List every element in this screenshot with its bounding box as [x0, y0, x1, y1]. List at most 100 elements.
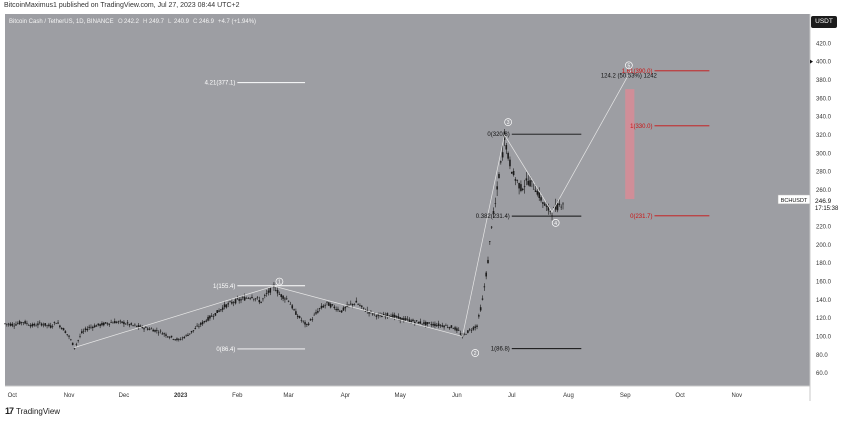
- candle-body: [68, 335, 70, 337]
- ohlc-val: 249.7: [149, 19, 165, 25]
- x-tick-label: Jul: [508, 393, 516, 399]
- y-tick-label: 100.0: [816, 335, 832, 341]
- candle-body: [523, 186, 526, 188]
- candle-body: [9, 323, 12, 326]
- candle-body: [209, 315, 211, 319]
- candle-body: [390, 315, 392, 318]
- candle-body: [42, 324, 45, 326]
- candle-body: [29, 325, 32, 327]
- candle-body: [130, 323, 133, 325]
- candle-body: [145, 326, 147, 328]
- candle-body: [84, 328, 87, 330]
- y-tick-label: 200.0: [816, 243, 832, 249]
- candle-body: [227, 303, 230, 305]
- candle-body: [31, 323, 34, 327]
- candle-body: [243, 297, 246, 301]
- candle-body: [26, 322, 28, 324]
- candle-body: [322, 305, 325, 308]
- candle-body: [472, 327, 475, 330]
- candle-body: [38, 322, 41, 324]
- candle-body: [249, 298, 251, 299]
- candle-body: [366, 309, 369, 311]
- y-tick-label: 160.0: [816, 280, 832, 286]
- candle-body: [18, 321, 21, 325]
- candle-body: [75, 344, 78, 345]
- candle-body: [313, 314, 315, 316]
- candle-body: [285, 298, 288, 300]
- candle-body: [476, 325, 478, 327]
- candle-body: [234, 299, 237, 304]
- candle-body: [326, 301, 328, 303]
- wave-label-circle: [625, 61, 633, 70]
- candle-body: [556, 203, 559, 211]
- candle-body: [485, 272, 487, 277]
- ohlc-val: 246.9: [199, 19, 215, 25]
- candle-body: [364, 310, 367, 312]
- candle-body: [143, 328, 145, 330]
- candle-body: [106, 323, 109, 325]
- candle-body: [375, 315, 378, 317]
- candle-body: [293, 309, 295, 311]
- candle-body: [483, 286, 486, 288]
- candle-body: [518, 183, 520, 189]
- candle-body: [267, 290, 270, 293]
- candle-body: [404, 318, 407, 321]
- fib-level-label: 1(330.0): [630, 124, 652, 130]
- target-zone: [625, 89, 635, 200]
- candle-body: [295, 311, 297, 315]
- candle-body: [300, 319, 303, 321]
- candle-body: [337, 308, 339, 311]
- candle-body: [401, 317, 403, 320]
- y-tick-label: 400.0: [816, 60, 832, 66]
- candle-body: [521, 188, 524, 191]
- candle-body: [170, 335, 173, 338]
- candle-body: [296, 315, 299, 317]
- candle-body: [434, 323, 436, 327]
- candle-body: [520, 184, 522, 191]
- candle-body: [496, 186, 498, 190]
- y-tick-label: 220.0: [816, 225, 832, 231]
- candle-body: [368, 312, 370, 314]
- y-tick-label: 380.0: [816, 78, 832, 84]
- fib-level-label: 1(86.8): [491, 347, 510, 353]
- candle-body: [392, 314, 394, 318]
- candle-body: [543, 203, 546, 206]
- candle-body: [304, 322, 306, 325]
- candle-body: [507, 152, 509, 159]
- candle-body: [395, 316, 398, 318]
- candle-body: [342, 307, 345, 311]
- candle-body: [501, 152, 504, 158]
- candle-body: [238, 299, 240, 301]
- candle-body: [490, 226, 493, 228]
- candle-body: [509, 159, 511, 167]
- candle-body: [439, 325, 442, 326]
- candle-body: [406, 318, 409, 320]
- y-tick-label: 420.0: [816, 41, 832, 47]
- candle-body: [536, 191, 539, 195]
- candle-body: [500, 161, 502, 163]
- candle-body: [181, 337, 184, 339]
- candle-body: [146, 328, 149, 330]
- wave-label-circle: [551, 219, 560, 227]
- candle-body: [216, 310, 219, 313]
- candle-body: [333, 306, 336, 309]
- candle-body: [154, 329, 156, 332]
- candle-body: [318, 308, 321, 309]
- symbol-label: BCHUSDT: [781, 198, 808, 204]
- candle-body: [44, 323, 47, 326]
- candle-body: [221, 307, 224, 310]
- currency-selector-button[interactable]: USDT: [811, 16, 837, 28]
- candle-body: [441, 325, 444, 327]
- candle-body: [167, 336, 169, 338]
- tradingview-logo-icon: 17: [5, 406, 14, 416]
- candle-body: [282, 295, 284, 299]
- candle-body: [452, 328, 455, 330]
- candle-body: [102, 322, 105, 326]
- candle-body: [269, 287, 272, 293]
- candle-body: [187, 334, 189, 336]
- candle-body: [260, 301, 262, 303]
- candle-body: [60, 327, 63, 329]
- candle-body: [92, 326, 94, 329]
- candle-body: [554, 204, 557, 210]
